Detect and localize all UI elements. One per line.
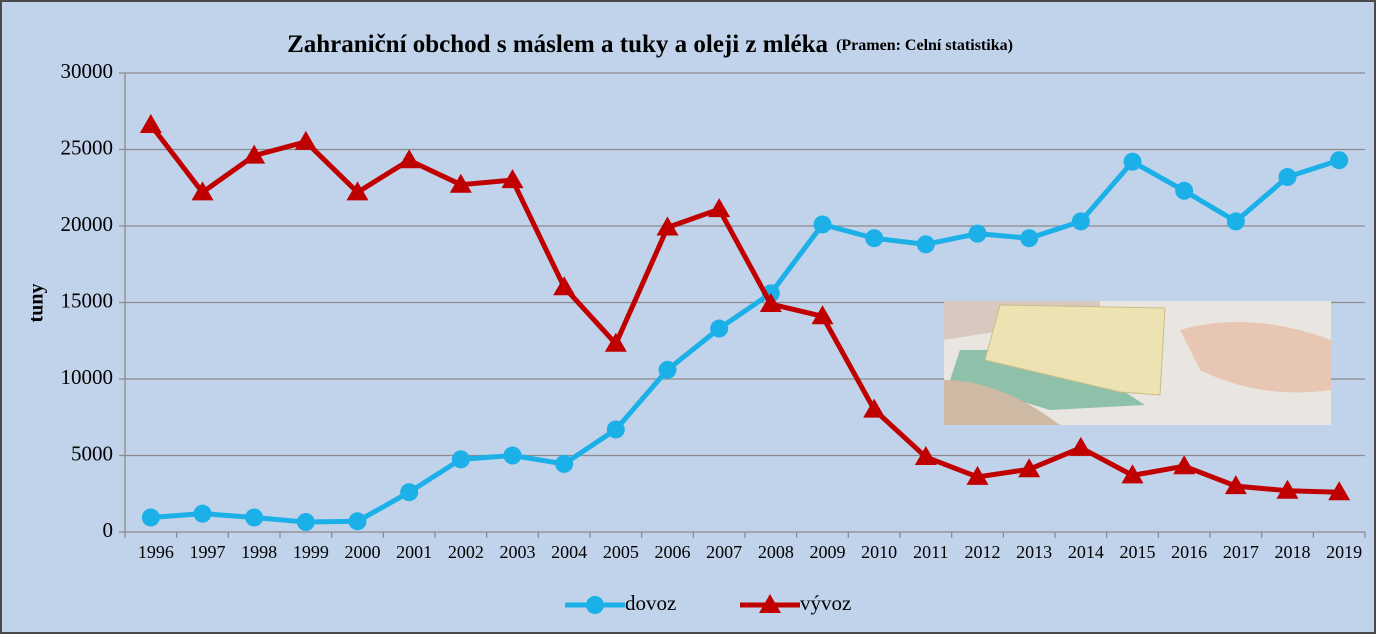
legend-label: dovoz <box>625 591 676 615</box>
x-tick-label: 1997 <box>190 542 226 562</box>
marker <box>245 508 263 526</box>
marker <box>504 447 522 465</box>
x-tick-label: 2016 <box>1171 542 1207 562</box>
marker <box>814 215 832 233</box>
x-tick-label: 2003 <box>500 542 536 562</box>
y-tick-label: 30000 <box>61 59 114 83</box>
marker <box>865 229 883 247</box>
marker <box>452 450 470 468</box>
marker <box>1227 212 1245 230</box>
marker <box>194 505 212 523</box>
marker <box>400 483 418 501</box>
marker <box>659 361 677 379</box>
y-tick-label: 20000 <box>61 212 114 236</box>
x-tick-label: 2010 <box>861 542 897 562</box>
marker <box>969 225 987 243</box>
page: Zahraniční obchod s máslem a tuky a olej… <box>0 0 1376 634</box>
marker <box>1072 212 1090 230</box>
marker <box>607 420 625 438</box>
x-tick-label: 2011 <box>913 542 948 562</box>
y-tick-label: 25000 <box>61 135 114 159</box>
marker <box>142 508 160 526</box>
x-tick-label: 2012 <box>965 542 1001 562</box>
x-tick-label: 2006 <box>655 542 691 562</box>
legend-label: vývoz <box>800 591 851 615</box>
y-tick-label: 10000 <box>61 365 114 389</box>
x-tick-label: 2019 <box>1326 542 1362 562</box>
x-tick-label: 2001 <box>396 542 432 562</box>
marker <box>297 513 315 531</box>
marker <box>710 320 728 338</box>
x-tick-label: 2017 <box>1223 542 1259 562</box>
marker <box>555 455 573 473</box>
x-tick-label: 2004 <box>551 542 587 562</box>
marker <box>917 235 935 253</box>
marker <box>349 512 367 530</box>
x-tick-label: 2009 <box>810 542 846 562</box>
marker <box>1020 229 1038 247</box>
marker <box>1124 153 1142 171</box>
chart-subtitle: (Pramen: Celní statistika) <box>836 37 1013 54</box>
x-tick-label: 2015 <box>1120 542 1156 562</box>
marker <box>1330 151 1348 169</box>
x-tick-label: 2014 <box>1068 542 1104 562</box>
y-tick-label: 0 <box>103 518 114 542</box>
x-tick-label: 2002 <box>448 542 484 562</box>
title-main: Zahraniční obchod s máslem a tuky a olej… <box>287 31 828 58</box>
x-tick-label: 1998 <box>241 542 277 562</box>
marker <box>1279 168 1297 186</box>
x-tick-label: 1996 <box>138 542 174 562</box>
marker <box>586 596 604 614</box>
y-axis-label: tuny <box>26 284 48 323</box>
y-tick-label: 5000 <box>71 441 113 465</box>
x-tick-label: 2000 <box>345 542 381 562</box>
chart: Zahraniční obchod s máslem a tuky a olej… <box>0 0 1376 634</box>
photo <box>944 301 1331 425</box>
x-tick-label: 2008 <box>758 542 794 562</box>
marker <box>1175 182 1193 200</box>
y-tick-label: 15000 <box>61 288 114 312</box>
x-tick-label: 2005 <box>603 542 639 562</box>
x-tick-label: 2018 <box>1275 542 1311 562</box>
x-tick-label: 2013 <box>1016 542 1052 562</box>
x-tick-label: 2007 <box>706 542 742 562</box>
x-tick-label: 1999 <box>293 542 329 562</box>
